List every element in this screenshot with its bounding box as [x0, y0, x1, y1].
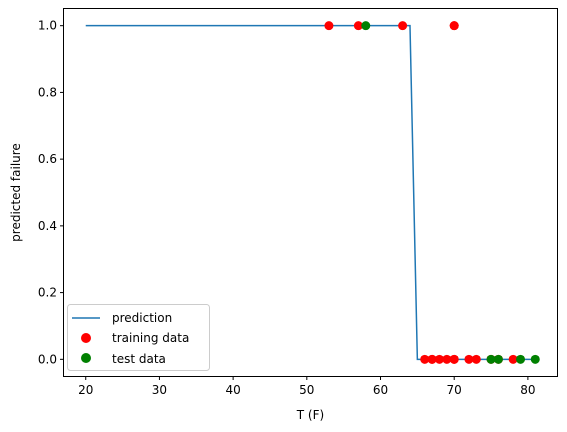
legend-test-swatch — [81, 353, 91, 363]
data-point-test-data — [486, 354, 496, 364]
legend-frame — [67, 304, 210, 371]
data-point-training-data — [464, 354, 474, 364]
data-point-training-data — [449, 21, 459, 31]
data-point-training-data — [420, 354, 430, 364]
data-point-training-data — [398, 21, 408, 31]
data-point-training-data — [508, 354, 518, 364]
y-axis: 0.0 0.2 0.4 0.6 0.8 1.0 — [38, 19, 64, 366]
x-tick-label: 80 — [520, 383, 535, 397]
data-point-test-data — [493, 354, 503, 364]
legend-prediction-label: prediction — [112, 311, 172, 325]
x-tick-label: 70 — [447, 383, 462, 397]
x-axis-label: T (F) — [296, 408, 324, 422]
data-point-training-data — [449, 354, 459, 364]
x-tick-label: 30 — [152, 383, 167, 397]
y-tick-label: 0.8 — [38, 85, 57, 99]
legend-training-label: training data — [112, 331, 189, 345]
x-tick-label: 20 — [78, 383, 93, 397]
data-point-test-data — [516, 354, 526, 364]
x-axis: 20 30 40 50 60 70 80 — [78, 376, 536, 397]
y-tick-label: 0.4 — [38, 219, 57, 233]
y-tick-label: 0.2 — [38, 286, 57, 300]
legend-training-swatch — [81, 333, 91, 343]
x-tick-label: 50 — [299, 383, 314, 397]
series-layer — [85, 21, 540, 364]
data-point-training-data — [442, 354, 452, 364]
data-point-training-data — [471, 354, 481, 364]
data-point-training-data — [427, 354, 437, 364]
x-tick-label: 60 — [373, 383, 388, 397]
y-tick-label: 0.6 — [38, 152, 57, 166]
data-point-test-data — [361, 21, 371, 31]
plot-area — [63, 8, 558, 377]
y-axis-label: predicted failure — [9, 143, 23, 242]
x-tick-label: 40 — [225, 383, 240, 397]
data-point-training-data — [353, 21, 363, 31]
axes-frame — [63, 8, 558, 377]
data-point-test-data — [530, 354, 540, 364]
y-tick-label: 0.0 — [38, 352, 57, 366]
legend-test-label: test data — [112, 352, 166, 366]
data-point-training-data — [434, 354, 444, 364]
data-point-training-data — [324, 21, 334, 31]
legend: prediction training data test data — [67, 304, 210, 371]
y-tick-label: 1.0 — [38, 19, 57, 33]
